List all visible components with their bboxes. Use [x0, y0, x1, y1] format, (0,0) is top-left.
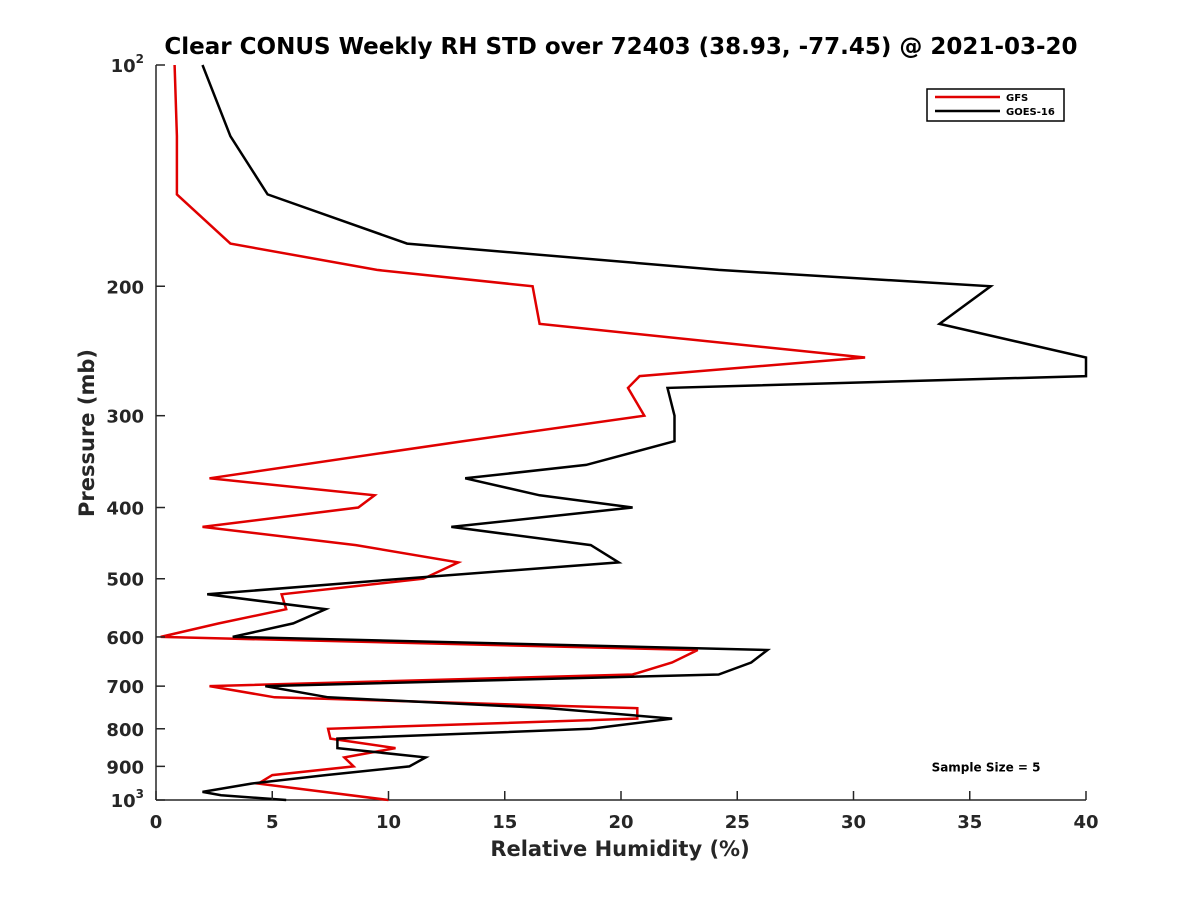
y-tick-label: 300: [106, 407, 144, 428]
y-tick-label: 103: [111, 787, 144, 812]
y-tick-label: 700: [106, 677, 144, 698]
y-tick-label: 900: [106, 757, 144, 778]
chart-title: Clear CONUS Weekly RH STD over 72403 (38…: [164, 34, 1077, 60]
y-tick-label: 102: [111, 52, 144, 77]
legend: GFS GOES-16: [926, 88, 1065, 122]
x-tick-label: 25: [725, 812, 750, 833]
sample-size-annotation: Sample Size = 5: [932, 760, 1041, 774]
y-tick-label: 600: [106, 628, 144, 649]
series-line-gfs: [160, 64, 866, 802]
axes-group: [155, 65, 1086, 801]
y-axis-label: Pressure (mb): [75, 349, 99, 517]
x-tick-label: 20: [608, 812, 633, 833]
series-line-goes16: [201, 64, 1088, 802]
x-tick-label: 0: [150, 812, 163, 833]
x-axis-label: Relative Humidity (%): [490, 837, 749, 861]
ticks-group: 0 5 10 15 20 25 30 35 40 102 200 300 400 500 600 700 800…: [106, 52, 1098, 833]
y-tick-label: 500: [106, 570, 144, 591]
legend-label-gfs: GFS: [1006, 93, 1028, 104]
y-tick-label: 200: [106, 277, 144, 298]
x-tick-label: 30: [841, 812, 866, 833]
y-tick-label: 400: [106, 499, 144, 520]
legend-box: [926, 88, 1065, 122]
x-tick-label: 5: [266, 812, 279, 833]
x-tick-label: 15: [492, 812, 517, 833]
x-tick-label: 40: [1073, 812, 1098, 833]
legend-label-goes16: GOES-16: [1006, 107, 1055, 118]
x-tick-label: 35: [957, 812, 982, 833]
y-tick-label: 800: [106, 720, 144, 741]
x-tick-label: 10: [376, 812, 401, 833]
series-group: [160, 64, 1088, 802]
